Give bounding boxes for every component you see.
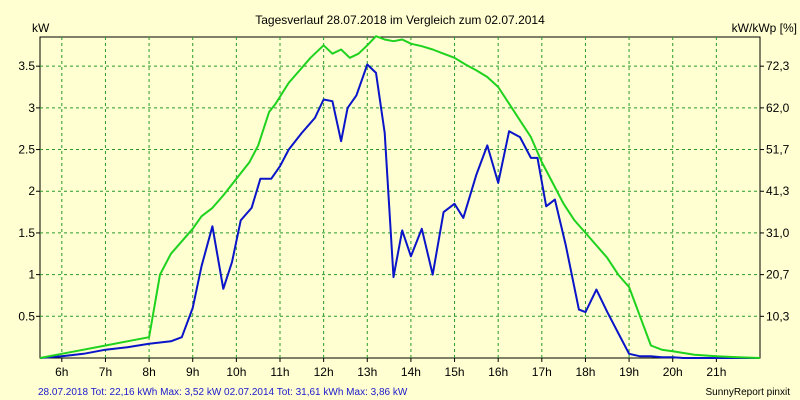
- y2-tick-label: 41,3: [766, 184, 790, 198]
- y2-tick-label: 20,7: [766, 268, 790, 282]
- y-tick-label: 2: [28, 184, 35, 198]
- x-tick-label: 21h: [706, 365, 726, 379]
- x-tick-label: 18h: [575, 365, 595, 379]
- footer-series1: 28.07.2018 Tot: 22,16 kWh Max: 3,52 kW: [38, 387, 222, 398]
- y-axis-right-label: kW/kWp [%]: [732, 21, 797, 35]
- series-line-2: [39, 35, 761, 359]
- chart-title: Tagesverlauf 28.07.2018 im Vergleich zum…: [255, 13, 545, 27]
- x-tick-label: 19h: [619, 365, 639, 379]
- y-tick-label: 1.5: [18, 226, 35, 240]
- series-line-1: [39, 63, 760, 359]
- y-tick-label: 3.5: [18, 59, 35, 73]
- x-tick-label: 11h: [270, 365, 289, 379]
- footer-summary: 28.07.2018 Tot: 22,16 kWh Max: 3,52 kW 0…: [38, 387, 407, 398]
- footer-series2: 02.07.2014 Tot: 31,61 kWh Max: 3,86 kW: [224, 387, 408, 398]
- x-tick-label: 17h: [532, 365, 552, 379]
- x-tick-label: 7h: [99, 365, 112, 379]
- x-tick-label: 6h: [55, 365, 68, 379]
- y-tick-label: 2.5: [18, 143, 35, 157]
- x-tick-label: 14h: [401, 365, 421, 379]
- y2-tick-label: 31,0: [766, 226, 790, 240]
- y2-tick-label: 72,3: [766, 59, 790, 73]
- x-tick-label: 15h: [445, 365, 465, 379]
- x-tick-label: 9h: [186, 365, 199, 379]
- y-tick-label: 3: [28, 101, 35, 115]
- y2-tick-label: 10,3: [766, 309, 790, 323]
- y-tick-label: 1: [28, 268, 35, 282]
- x-tick-label: 8h: [142, 365, 155, 379]
- y2-tick-label: 51,7: [766, 143, 790, 157]
- y-tick-label: 0.5: [18, 309, 35, 323]
- x-tick-label: 10h: [226, 365, 246, 379]
- y-axis-left-label: kW: [32, 21, 50, 35]
- x-tick-label: 16h: [488, 365, 508, 379]
- x-tick-label: 20h: [663, 365, 683, 379]
- y2-tick-label: 62,0: [766, 101, 790, 115]
- x-tick-label: 13h: [357, 365, 377, 379]
- x-tick-label: 12h: [314, 365, 334, 379]
- plot-frame: [39, 36, 761, 359]
- footer-credit: SunnyReport pinxit: [705, 387, 791, 398]
